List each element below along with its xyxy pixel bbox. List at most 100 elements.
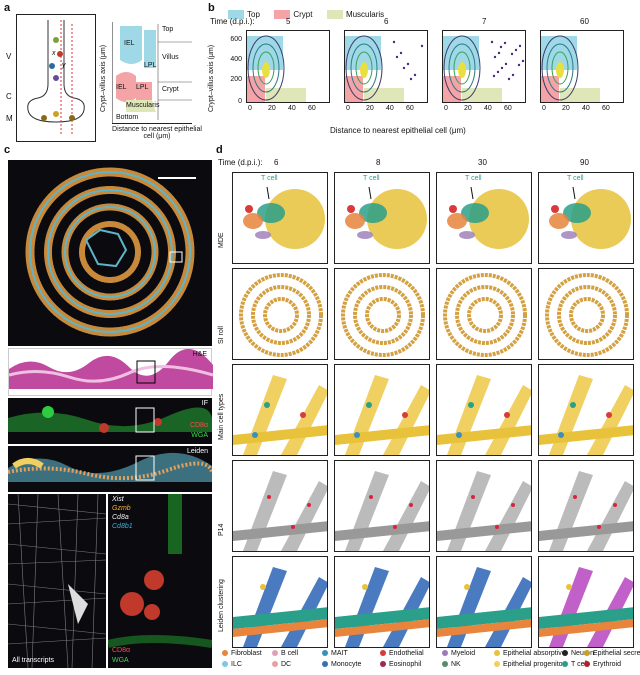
all-transcripts-label: All transcripts <box>12 657 55 664</box>
outlier-point <box>406 62 410 66</box>
row-label-2: Main cell types <box>218 393 225 440</box>
tissue-base <box>233 619 327 637</box>
outlier-point <box>392 40 396 44</box>
cell <box>366 402 372 408</box>
roll-ring <box>263 297 299 333</box>
region-lpl-bottom: LPL <box>136 84 149 91</box>
myeloid-cluster <box>255 231 271 239</box>
tissue-base <box>539 425 633 445</box>
villus-outline <box>485 481 531 551</box>
tissue-base <box>539 619 633 637</box>
epithelial-cluster <box>265 189 325 249</box>
tcell-cluster <box>461 203 489 223</box>
region-iel-bottom: IEL <box>116 84 127 91</box>
villus-outline <box>383 481 429 551</box>
cell <box>566 584 572 590</box>
contour-core <box>458 62 466 78</box>
legend-item-eosinophil: Eosinophil <box>380 661 421 668</box>
p14-cell <box>471 495 475 499</box>
cell <box>402 412 408 418</box>
tissue-base <box>233 521 327 541</box>
legend-item-neuron: Neuron <box>562 650 594 657</box>
region-crypt-label: Crypt <box>162 86 179 93</box>
transcripts-zoom-image: Xist Gzmb Cd8a Cd8b1 CD8α WGA <box>107 494 213 668</box>
x-tick: 0 <box>346 105 350 112</box>
contour-inner <box>355 51 373 85</box>
panel-b-time-5: 5 <box>286 17 291 26</box>
p14-cell <box>597 525 601 529</box>
x-tick: 40 <box>484 105 492 112</box>
panel-d-tile-r3-c2 <box>436 460 532 552</box>
roll-ring <box>443 273 527 357</box>
legend-item-ilc: ILC <box>222 661 242 668</box>
panel-d-tile-r2-c1 <box>334 364 430 456</box>
tissue-band <box>539 607 633 629</box>
legend-dot <box>562 661 568 668</box>
x-tick: 60 <box>602 105 610 112</box>
contour-core <box>556 62 564 78</box>
legend-item-epithelial-absorptive: Epithelial absorptive <box>494 650 566 657</box>
p14-cell <box>409 503 413 507</box>
outlier-point <box>493 55 497 59</box>
plot-frame <box>540 30 624 103</box>
transcript-xist: Xist <box>112 496 124 503</box>
tcell-arrow <box>368 186 372 200</box>
roll-ring <box>353 285 413 345</box>
epithelial-cluster <box>367 189 427 249</box>
villus-outline <box>281 481 327 551</box>
endothelial-cluster <box>347 205 355 213</box>
row-label-0: MDE <box>218 232 225 248</box>
muscularis-zone <box>364 88 404 102</box>
x-tick: 40 <box>288 105 296 112</box>
tcell-label: T cell <box>567 175 584 182</box>
muscularis-zone <box>266 88 306 102</box>
if-label: IF <box>201 400 208 407</box>
panel-d-tile-r4-c3 <box>538 556 634 648</box>
contour-plot-6 <box>344 30 428 112</box>
panel-b-legend: Top Crypt Muscularis <box>228 4 384 22</box>
cell <box>354 432 360 438</box>
panel-d-tile-r4-c2 <box>436 556 532 648</box>
legend-item-nk: NK <box>442 661 461 668</box>
cell <box>300 412 306 418</box>
legend-item-dc: DC <box>272 661 291 668</box>
contour-mid <box>448 43 476 93</box>
roll-ring <box>467 297 503 333</box>
region-iel-top: IEL <box>124 40 135 47</box>
row-label-3: P14 <box>218 523 225 536</box>
villus <box>383 385 429 455</box>
region-villus-label: Villus <box>162 54 179 61</box>
villus <box>587 385 633 455</box>
zone-v: V <box>6 52 12 61</box>
crypt-zone <box>541 76 559 102</box>
outlier-point <box>499 45 503 49</box>
x-tick: 60 <box>406 105 414 112</box>
panel-b-xlabel: Distance to nearest epithelial cell (μm) <box>330 126 466 135</box>
outlier-point <box>507 77 511 81</box>
legend-item-epithelial-secretory: Epithelial secretory <box>584 650 640 657</box>
panel-b-time-60: 60 <box>580 17 589 26</box>
legend-muscularis: Muscularis <box>326 10 384 20</box>
roll-ring <box>251 285 311 345</box>
panel-d-tile-r4-c0 <box>232 556 328 648</box>
panel-d-tile-r2-c0 <box>232 364 328 456</box>
panel-d-legend: Fibroblast B cell MAIT Endothelial Myeloid Ep… <box>222 650 640 674</box>
outlier-point <box>503 41 507 45</box>
panel-b-time-7: 7 <box>482 17 487 26</box>
legend-item-mait: MAIT <box>322 650 348 657</box>
panel-d-tile-r3-c1 <box>334 460 430 552</box>
cell <box>252 432 258 438</box>
outlier-point <box>521 59 525 63</box>
outlier-point <box>492 74 496 78</box>
plot-frame <box>344 30 428 103</box>
legend-top: Top <box>228 10 260 20</box>
panel-a-xlabel: Distance to nearest epithelial cell (μm) <box>112 126 202 140</box>
legend-crypt: Crypt <box>274 10 312 20</box>
myeloid-cluster <box>459 231 475 239</box>
contour-inner <box>453 51 471 85</box>
cell <box>264 402 270 408</box>
legend-dot <box>584 661 590 668</box>
tcell-label: T cell <box>261 175 278 182</box>
x-tick: 60 <box>504 105 512 112</box>
panel-d-time-8: 8 <box>376 158 381 167</box>
